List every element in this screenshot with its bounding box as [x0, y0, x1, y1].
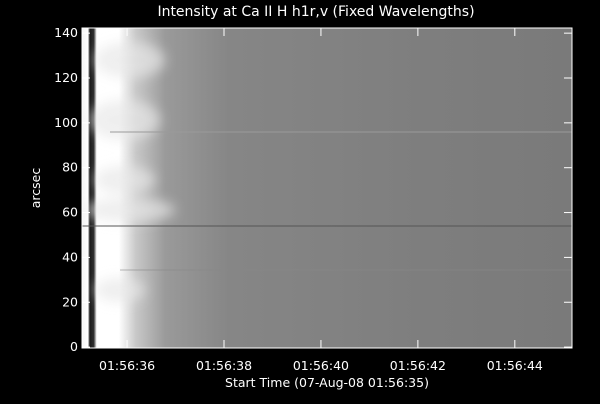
x-axis-label: Start Time (07-Aug-08 01:56:35) [225, 375, 429, 390]
y-tick-label: 20 [62, 294, 78, 309]
x-tick-label: 01:56:44 [487, 358, 543, 373]
y-tick-label: 80 [62, 160, 78, 175]
x-tick-label: 01:56:36 [99, 358, 155, 373]
chart-title: Intensity at Ca II H h1r,v (Fixed Wavele… [157, 4, 474, 20]
y-axis-label: arcsec [28, 168, 43, 209]
y-tick-label: 100 [54, 115, 78, 130]
x-tick-label: 01:56:38 [196, 358, 252, 373]
plot-frame [81, 27, 573, 349]
y-tick-label: 0 [70, 339, 78, 354]
x-tick-label: 01:56:42 [390, 358, 446, 373]
y-tick-label: 60 [62, 205, 78, 220]
y-tick-label: 120 [54, 70, 78, 85]
y-tick-label: 40 [62, 249, 78, 264]
y-tick-label: 140 [54, 25, 78, 40]
intensity-image [82, 28, 572, 348]
x-tick-label: 01:56:40 [293, 358, 349, 373]
